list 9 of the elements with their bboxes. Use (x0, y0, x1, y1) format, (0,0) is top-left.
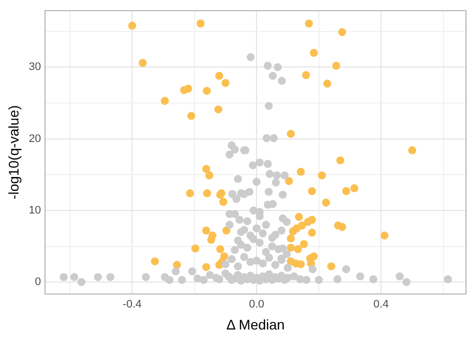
y-axis-title: -log10(q-value) (5, 105, 22, 200)
y-tick-label: 10 (28, 204, 42, 216)
x-tick-label: 0.0 (248, 298, 264, 311)
x-axis-title: Δ Median (226, 316, 285, 332)
x-tick-label: 0.4 (373, 298, 389, 311)
y-tick-label: 0 (34, 276, 42, 288)
y-tick-label: 20 (28, 132, 42, 145)
x-tick-label: -0.4 (122, 298, 142, 311)
y-tick-label: 30 (28, 61, 42, 74)
